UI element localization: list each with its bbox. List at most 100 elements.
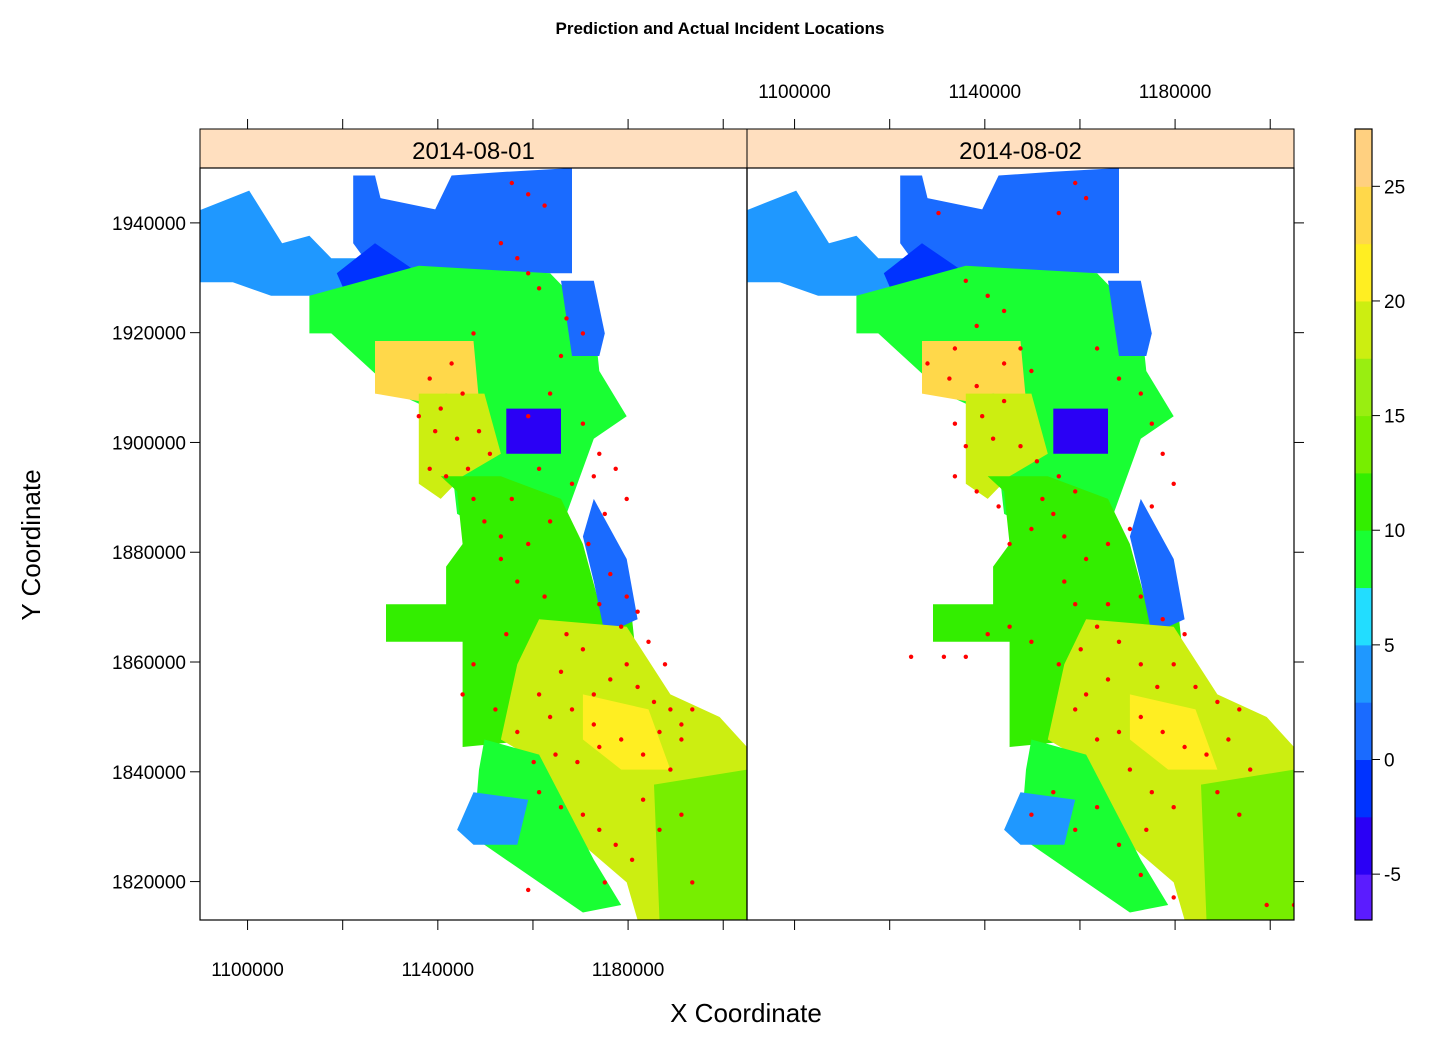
incident-point [1116, 639, 1122, 644]
incident-point [1193, 684, 1198, 690]
incident-point [591, 692, 596, 697]
incident-point [449, 361, 454, 366]
colorbar-tick-label: -5 [1384, 865, 1401, 886]
incident-point [1237, 812, 1242, 817]
colorbar-swatch [1355, 759, 1372, 818]
incident-point [1160, 451, 1165, 456]
incident-point [591, 474, 596, 479]
colorbar-tick-label: 15 [1384, 407, 1405, 428]
incident-point [1149, 790, 1155, 795]
region-far-south [654, 769, 747, 920]
x-tick-label: 1180000 [592, 960, 665, 981]
colorbar-swatch [1355, 472, 1372, 531]
region-northwest-lobe [457, 792, 529, 845]
incident-point [1264, 902, 1269, 908]
incident-point [482, 519, 487, 524]
incident-point [526, 541, 531, 547]
incident-point [952, 474, 958, 479]
incident-point [526, 414, 531, 419]
region-northwest-orange [922, 341, 1026, 402]
incident-point [1149, 421, 1155, 426]
incident-point [471, 331, 476, 336]
region-lakeshore-blue [1108, 280, 1152, 356]
colorbar-swatch [1355, 186, 1372, 245]
colorbar-tick-label: 20 [1384, 292, 1405, 313]
incident-point [1083, 195, 1089, 201]
incident-point [564, 632, 569, 637]
incident-point [515, 579, 520, 584]
y-tick-label: 1880000 [112, 543, 186, 564]
incident-point [597, 744, 602, 750]
incident-point [1138, 662, 1144, 667]
incident-point [1116, 376, 1122, 381]
colorbar-tick-label: 0 [1384, 751, 1395, 772]
incident-point [936, 210, 941, 216]
incident-point [651, 699, 657, 705]
incident-point [553, 752, 558, 757]
incident-point [662, 662, 668, 667]
incident-point [1056, 210, 1062, 216]
incident-point [526, 887, 531, 893]
panel-strip-label: 2014-08-02 [959, 138, 1082, 165]
incident-point [668, 707, 673, 712]
incident-point [608, 571, 613, 577]
region-center-dark [1053, 408, 1108, 454]
incident-point [438, 406, 443, 411]
incident-point [433, 429, 438, 434]
y-tick-label: 1920000 [112, 324, 186, 345]
incident-point [1171, 805, 1176, 810]
incident-point [580, 421, 586, 426]
incident-point [952, 346, 958, 351]
colorbar-tick-label: 10 [1384, 521, 1405, 542]
incident-point [460, 692, 465, 697]
colorbar: -5 0 5 10 15 20 25 [1354, 128, 1405, 921]
incident-point [1094, 624, 1100, 629]
incident-point [1001, 308, 1007, 314]
chart-title: Prediction and Actual Incident Locations [555, 19, 884, 38]
incident-point [974, 323, 979, 329]
incident-point [1001, 361, 1007, 366]
region-northwest-lobe [1004, 792, 1076, 845]
incident-point [941, 654, 947, 659]
incident-point [460, 391, 465, 396]
incident-point [509, 496, 514, 502]
y-tick-label: 1940000 [112, 214, 186, 235]
incident-point [558, 353, 564, 359]
incident-point [1171, 895, 1176, 900]
region-northwest-orange [375, 341, 479, 402]
y-tick-label: 1860000 [112, 653, 186, 674]
y-tick-label: 1840000 [112, 763, 186, 784]
region-south-orange [1129, 694, 1218, 770]
colorbar-swatch [1355, 644, 1372, 703]
incident-point [542, 203, 547, 208]
incident-point [996, 504, 1001, 509]
incident-point [547, 714, 553, 720]
incident-point [1073, 180, 1078, 186]
incident-point [487, 451, 493, 456]
colorbar-swatch [1355, 816, 1372, 875]
panel-strip-label: 2014-08-01 [412, 138, 535, 165]
region-lakeshore-blue [561, 280, 605, 356]
incident-point [536, 466, 542, 471]
incident-point [1051, 511, 1056, 517]
region-north-green [473, 739, 622, 913]
incident-point [465, 466, 471, 471]
region-north-green [1020, 739, 1169, 913]
incident-point [526, 271, 531, 276]
incident-point [591, 722, 596, 727]
incident-point [640, 752, 646, 757]
incident-point [1237, 707, 1242, 712]
colorbar-swatch [1355, 587, 1372, 646]
incident-point [635, 684, 640, 690]
incident-point [1029, 639, 1034, 644]
incident-point [427, 376, 432, 381]
incident-point [526, 192, 531, 197]
incident-point [613, 842, 618, 847]
x-axis-title: X Coordinate [670, 998, 822, 1028]
incident-point [1138, 391, 1144, 396]
y-tick-label: 1820000 [112, 873, 186, 894]
incident-point [963, 278, 968, 283]
incident-point [580, 812, 586, 817]
incident-point [679, 737, 684, 742]
incident-point [1105, 541, 1111, 547]
